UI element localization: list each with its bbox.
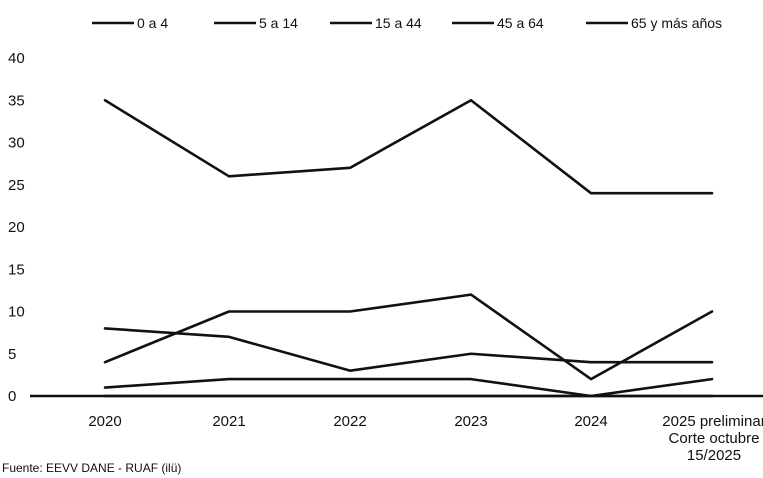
y-tick-label: 0	[8, 388, 16, 405]
legend-label: 15 a 44	[375, 15, 422, 31]
x-tick-label: 2020	[88, 413, 121, 430]
legend-label: 0 a 4	[137, 15, 168, 31]
source-note: Fuente: EEVV DANE - RUAF (ilü)	[2, 461, 181, 475]
x-axis: 2020 2021 2022 2023 2024 2025 preliminar Corte…	[30, 394, 763, 464]
y-tick-label: 15	[8, 261, 25, 278]
y-tick-label: 30	[8, 135, 25, 152]
y-tick-label: 40	[8, 50, 25, 67]
y-tick-label: 5	[8, 346, 16, 363]
legend-label: 5 a 14	[259, 15, 298, 31]
x-tick-label-line: 2025 preliminar	[662, 413, 763, 430]
y-axis: 0 5 10 15 20 25 30 35 40	[8, 50, 25, 405]
x-tick-label: 2024	[574, 413, 607, 430]
x-tick-label: 2022	[333, 413, 366, 430]
y-tick-label: 25	[8, 177, 25, 194]
x-tick-label: 2025 preliminar Corte octubre 15/2025	[662, 413, 763, 464]
series-line-1	[103, 377, 714, 398]
x-tick-label-line: 15/2025	[687, 447, 741, 464]
legend-label: 65 y más años	[631, 15, 722, 31]
x-tick-label-line: 2023	[454, 413, 487, 430]
series-line-4	[103, 98, 714, 195]
x-tick-label-line: Corte octubre	[669, 430, 760, 447]
y-tick-label: 20	[8, 219, 25, 236]
x-tick-label: 2023	[454, 413, 487, 430]
x-tick-label-line: 2024	[574, 413, 607, 430]
x-tick-label: 2021	[212, 413, 245, 430]
y-tick-label: 10	[8, 304, 25, 321]
legend: 0 a 4 5 a 14 15 a 44 45 a 64 65 y más años	[92, 15, 722, 31]
series-line-2	[103, 327, 714, 372]
series-group	[103, 98, 714, 398]
y-tick-label: 35	[8, 92, 25, 109]
x-tick-label-line: 2021	[212, 413, 245, 430]
x-tick-label-line: 2020	[88, 413, 121, 430]
series-line-3	[103, 293, 714, 381]
x-tick-label-line: 2022	[333, 413, 366, 430]
legend-label: 45 a 64	[497, 15, 544, 31]
